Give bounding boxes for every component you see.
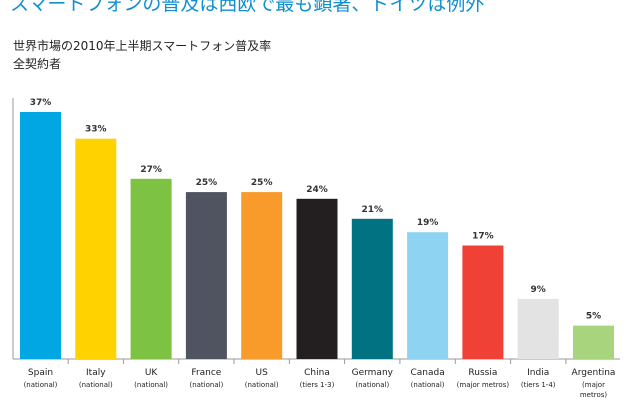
bar-india: [517, 298, 559, 359]
bar-germany: [351, 218, 393, 359]
bar-canada: [407, 232, 449, 359]
category-note-argentina: (major: [582, 381, 605, 389]
category-note-france: (national): [189, 381, 223, 389]
data-label-russia: 17%: [472, 232, 494, 242]
category-label-germany: Germany: [352, 368, 394, 378]
category-note-us: (national): [245, 381, 279, 389]
category-note-spain: (national): [24, 381, 58, 389]
category-note-italy: (national): [79, 381, 113, 389]
category-note-china: (tiers 1-3): [300, 381, 335, 389]
bar-uk: [130, 178, 172, 359]
category-label-italy: Italy: [86, 368, 106, 378]
data-label-france: 25%: [196, 178, 218, 188]
category-label-russia: Russia: [468, 368, 497, 378]
chart-title: スマートフォンの普及は西欧で最も顕著、ドイツは例外: [10, 0, 485, 15]
category-label-china: China: [304, 368, 330, 378]
bar-italy: [75, 138, 117, 359]
bar-france: [185, 192, 227, 359]
category-note-russia: (major metros): [457, 381, 510, 389]
chart-subtitle-2: 全契約者: [13, 57, 62, 71]
bar-russia: [462, 245, 504, 359]
category-label-spain: Spain: [28, 368, 53, 378]
category-note-germany: (national): [355, 381, 389, 389]
category-label-argentina: Argentina: [572, 368, 616, 378]
category-label-india: India: [527, 368, 549, 378]
category-label-us: US: [256, 368, 269, 378]
data-label-canada: 19%: [417, 218, 439, 228]
bar-us: [241, 192, 283, 359]
category-note-argentina: metros): [580, 391, 608, 399]
data-label-india: 9%: [531, 285, 546, 295]
data-label-germany: 21%: [362, 205, 384, 215]
category-note-canada: (national): [411, 381, 445, 389]
category-note-uk: (national): [134, 381, 168, 389]
category-label-canada: Canada: [410, 368, 444, 378]
data-label-spain: 37%: [30, 98, 52, 108]
bar-china: [296, 198, 338, 359]
data-label-us: 25%: [251, 178, 273, 188]
data-label-italy: 33%: [85, 125, 107, 135]
category-label-france: France: [191, 368, 221, 378]
data-label-argentina: 5%: [586, 312, 601, 322]
data-label-uk: 27%: [140, 165, 162, 175]
category-note-india: (tiers 1-4): [521, 381, 556, 389]
chart-subtitle: 世界市場の2010年上半期スマートフォン普及率: [13, 39, 272, 53]
bar-argentina: [573, 325, 614, 359]
data-label-china: 24%: [306, 185, 328, 195]
category-label-uk: UK: [145, 368, 159, 378]
bar-spain: [20, 112, 61, 359]
